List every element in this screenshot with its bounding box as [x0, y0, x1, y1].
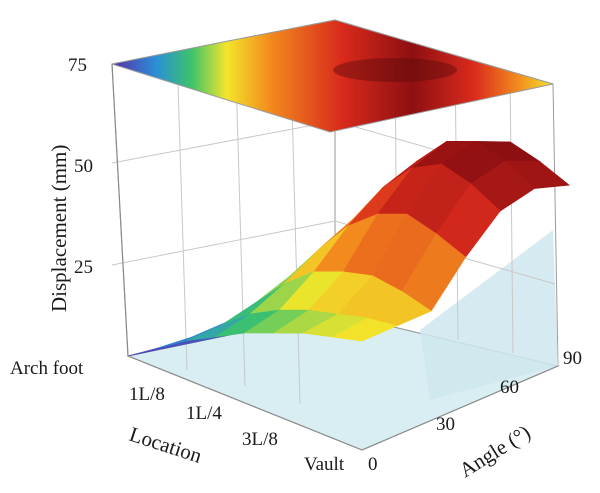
top-projection-plane: [111, 19, 554, 133]
location-tick-arch-foot: Arch foot: [10, 358, 84, 379]
z-tick-50: 50: [74, 156, 93, 177]
location-tick-1l8: 1L/8: [129, 384, 165, 405]
z-tick-25: 25: [74, 257, 93, 278]
location-axis-title: Location: [126, 422, 205, 468]
angle-tick-90: 90: [563, 348, 582, 369]
z-axis: 75 50 25 Displacement (mm): [47, 55, 93, 312]
angle-tick-30: 30: [436, 414, 455, 435]
angle-tick-0: 0: [368, 454, 378, 475]
surface-patch-a0-l7: [331, 317, 398, 342]
angle-axis-title: Angle (°): [455, 420, 535, 482]
location-tick-3l8: 3L/8: [242, 429, 278, 450]
location-tick-1l4: 1L/4: [186, 403, 222, 424]
displacement-surface: [127, 140, 571, 357]
box-edges: [111, 63, 559, 451]
z-tick-75: 75: [68, 55, 87, 76]
right-wall-shade: [420, 230, 558, 400]
top-projection-peak: [333, 58, 457, 82]
z-axis-title: Displacement (mm): [47, 145, 71, 312]
angle-tick-60: 60: [500, 377, 519, 398]
location-tick-vault: Vault: [304, 454, 345, 475]
